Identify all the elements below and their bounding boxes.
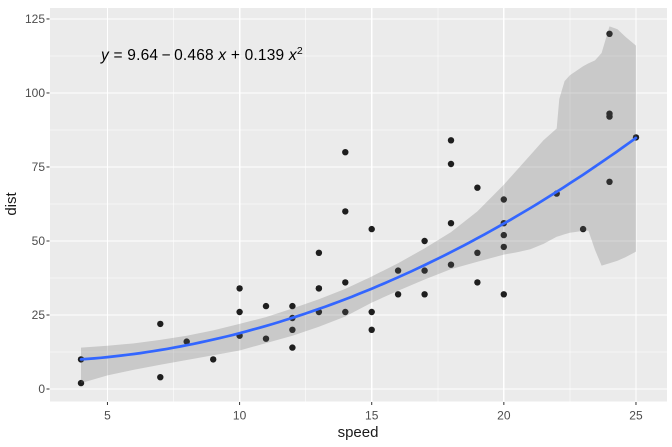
- data-point: [289, 326, 296, 333]
- data-point: [368, 225, 375, 233]
- data-point: [421, 291, 428, 298]
- y-tick-label: 50: [32, 234, 46, 248]
- equation-exponent: 2: [296, 44, 303, 57]
- data-point: [342, 149, 349, 156]
- plot-panel-layer: [50, 8, 667, 402]
- data-points-layer: [77, 30, 640, 387]
- equation-x1: x: [218, 47, 227, 64]
- x-tick-label: 5: [104, 409, 111, 423]
- data-point: [421, 267, 428, 274]
- regression-equation-label: y = 9.64 − 0.468 x + 0.139 x2: [83, 29, 303, 83]
- data-point: [606, 30, 613, 37]
- smooth-line: [79, 136, 638, 361]
- data-point: [342, 279, 349, 286]
- data-point: [606, 178, 613, 185]
- axis-layer: 5 10 15 20 25 0 25 50 75 100 125: [25, 12, 643, 422]
- equation-terms-2: + 0.139: [226, 47, 289, 64]
- y-tick-label: 100: [25, 86, 45, 100]
- data-point: [474, 184, 481, 191]
- equation-y: y: [101, 47, 109, 64]
- data-point: [500, 243, 507, 251]
- data-point: [579, 225, 587, 233]
- x-tick-label: 20: [497, 409, 511, 423]
- data-point: [606, 110, 613, 117]
- data-point: [77, 379, 85, 387]
- data-point: [421, 237, 428, 245]
- data-point: [394, 267, 402, 274]
- y-tick-label: 75: [32, 160, 46, 174]
- y-tick-label: 125: [25, 12, 45, 26]
- data-point: [342, 308, 349, 316]
- data-point: [368, 326, 375, 333]
- confidence-band: [81, 26, 636, 384]
- data-point: [447, 261, 455, 268]
- smooth-layer: [79, 26, 638, 384]
- data-point: [210, 356, 217, 363]
- data-point: [157, 320, 164, 328]
- data-point: [315, 285, 323, 292]
- data-point: [289, 302, 296, 310]
- data-point: [342, 208, 349, 215]
- x-tick-label: 10: [233, 409, 247, 423]
- data-point: [500, 231, 507, 239]
- x-tick-label: 25: [629, 409, 643, 423]
- data-point: [394, 291, 402, 298]
- x-axis-title: speed: [338, 424, 379, 441]
- data-point: [262, 335, 270, 342]
- data-point: [183, 338, 190, 345]
- data-point: [236, 308, 243, 316]
- data-point: [289, 344, 296, 351]
- data-point: [447, 220, 455, 227]
- data-point: [500, 196, 507, 203]
- data-point: [474, 279, 481, 286]
- data-point: [236, 285, 243, 292]
- y-axis-title: dist: [3, 191, 20, 215]
- equation-terms-1: = 9.64 − 0.468: [108, 47, 219, 64]
- y-tick-label: 25: [32, 308, 46, 322]
- y-tick-label: 0: [38, 382, 45, 396]
- equation-x2: x: [288, 47, 297, 64]
- data-point: [315, 249, 323, 256]
- data-point: [474, 249, 481, 256]
- x-tick-label: 15: [365, 409, 379, 423]
- data-point: [447, 160, 455, 168]
- data-point: [447, 137, 455, 144]
- data-point: [368, 308, 375, 316]
- data-point: [262, 302, 270, 310]
- data-point: [500, 291, 507, 298]
- plot-panel: [50, 8, 667, 402]
- data-point: [157, 374, 164, 381]
